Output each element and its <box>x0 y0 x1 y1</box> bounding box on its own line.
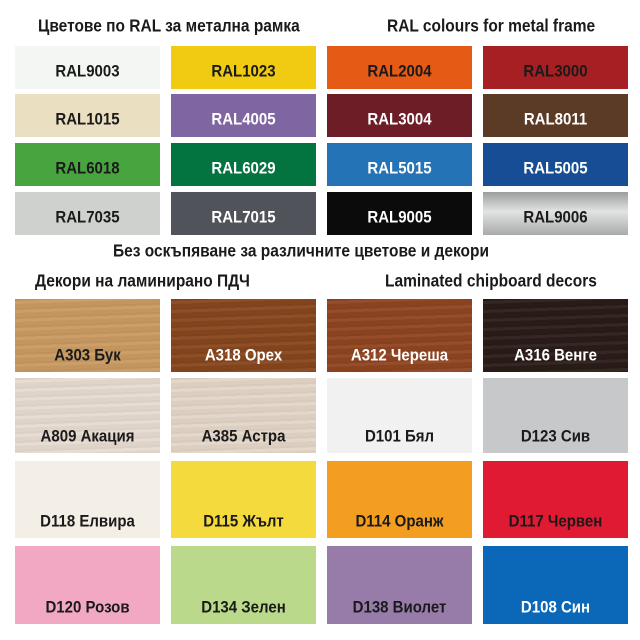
swatch-label: RAL6029 <box>211 159 276 178</box>
swatch-label: RAL8011 <box>523 110 588 129</box>
swatch-label: D123 Сив <box>520 427 591 446</box>
ral-swatch: RAL9006 <box>483 192 628 235</box>
ral-swatch: RAL6018 <box>15 143 160 186</box>
decor-swatch: D138 Виолет <box>327 546 472 624</box>
decor-swatch: A385 Астра <box>171 378 316 453</box>
swatch-label: RAL1023 <box>211 62 276 81</box>
swatch-label: RAL9005 <box>367 208 432 227</box>
decor-swatch: D120 Розов <box>15 546 160 624</box>
ral-swatch: RAL7015 <box>171 192 316 235</box>
swatch-label: D117 Червен <box>508 512 603 531</box>
swatch-label: D138 Виолет <box>352 598 447 617</box>
decor-swatch: D117 Червен <box>483 461 628 538</box>
decor-swatch: D114 Оранж <box>327 461 472 538</box>
swatch-label: RAL9003 <box>55 62 120 81</box>
decor-swatch: D123 Сив <box>483 378 628 453</box>
decor-swatch: A809 Акация <box>15 378 160 453</box>
swatch-label: A312 Череша <box>350 346 449 365</box>
price-note: Без оскъпяване за различните цветове и д… <box>113 241 490 262</box>
ral-swatch: RAL1015 <box>15 94 160 137</box>
swatch-label: RAL6018 <box>55 159 120 178</box>
decor-swatch: D134 Зелен <box>171 546 316 624</box>
swatch-label: D101 Бял <box>364 427 435 446</box>
ral-swatch: RAL6029 <box>171 143 316 186</box>
swatch-label: RAL3000 <box>523 62 588 81</box>
decor-heading-en: Laminated chipboard decors <box>385 271 597 292</box>
swatch-label: D115 Жълт <box>203 512 284 531</box>
decor-swatch: D115 Жълт <box>171 461 316 538</box>
decor-swatch: A316 Венге <box>483 299 628 372</box>
ral-swatch: RAL8011 <box>483 94 628 137</box>
swatch-label: A318 Орех <box>204 346 283 365</box>
swatch-label: RAL4005 <box>211 110 276 129</box>
ral-swatch: RAL9003 <box>15 46 160 89</box>
swatch-label: A303 Бук <box>54 346 121 365</box>
ral-swatch: RAL3000 <box>483 46 628 89</box>
swatch-label: RAL5005 <box>523 159 588 178</box>
swatch-label: RAL2004 <box>367 62 432 81</box>
ral-swatch: RAL4005 <box>171 94 316 137</box>
swatch-label: RAL7035 <box>55 208 120 227</box>
decor-swatch: A318 Орех <box>171 299 316 372</box>
swatch-label: RAL1015 <box>55 110 120 129</box>
swatch-label: RAL3004 <box>367 110 432 129</box>
swatch-label: A316 Венге <box>514 346 597 365</box>
decor-swatch: D118 Елвира <box>15 461 160 538</box>
ral-swatch: RAL9005 <box>327 192 472 235</box>
swatch-label: RAL7015 <box>211 208 276 227</box>
decor-swatch: A303 Бук <box>15 299 160 372</box>
decor-heading-bg: Декори на ламинирано ПДЧ <box>35 271 250 292</box>
swatch-label: D120 Розов <box>45 598 130 617</box>
swatch-label: D118 Елвира <box>40 512 135 531</box>
ral-heading-bg: Цветове по RAL за метална рамка <box>38 16 300 37</box>
ral-swatch: RAL3004 <box>327 94 472 137</box>
ral-swatch: RAL5005 <box>483 143 628 186</box>
ral-swatch: RAL1023 <box>171 46 316 89</box>
swatch-label: A809 Акация <box>40 427 135 446</box>
swatch-label: A385 Астра <box>201 427 286 446</box>
ral-swatch: RAL2004 <box>327 46 472 89</box>
swatch-label: RAL9006 <box>523 208 588 227</box>
decor-swatch: D108 Син <box>483 546 628 624</box>
swatch-label: D114 Оранж <box>355 512 444 531</box>
ral-swatch: RAL5015 <box>327 143 472 186</box>
swatch-label: D134 Зелен <box>201 598 286 617</box>
swatch-label: RAL5015 <box>367 159 432 178</box>
swatch-label: D108 Син <box>520 598 591 617</box>
decor-swatch: A312 Череша <box>327 299 472 372</box>
ral-heading-en: RAL colours for metal frame <box>387 16 596 37</box>
ral-swatch: RAL7035 <box>15 192 160 235</box>
decor-swatch: D101 Бял <box>327 378 472 453</box>
